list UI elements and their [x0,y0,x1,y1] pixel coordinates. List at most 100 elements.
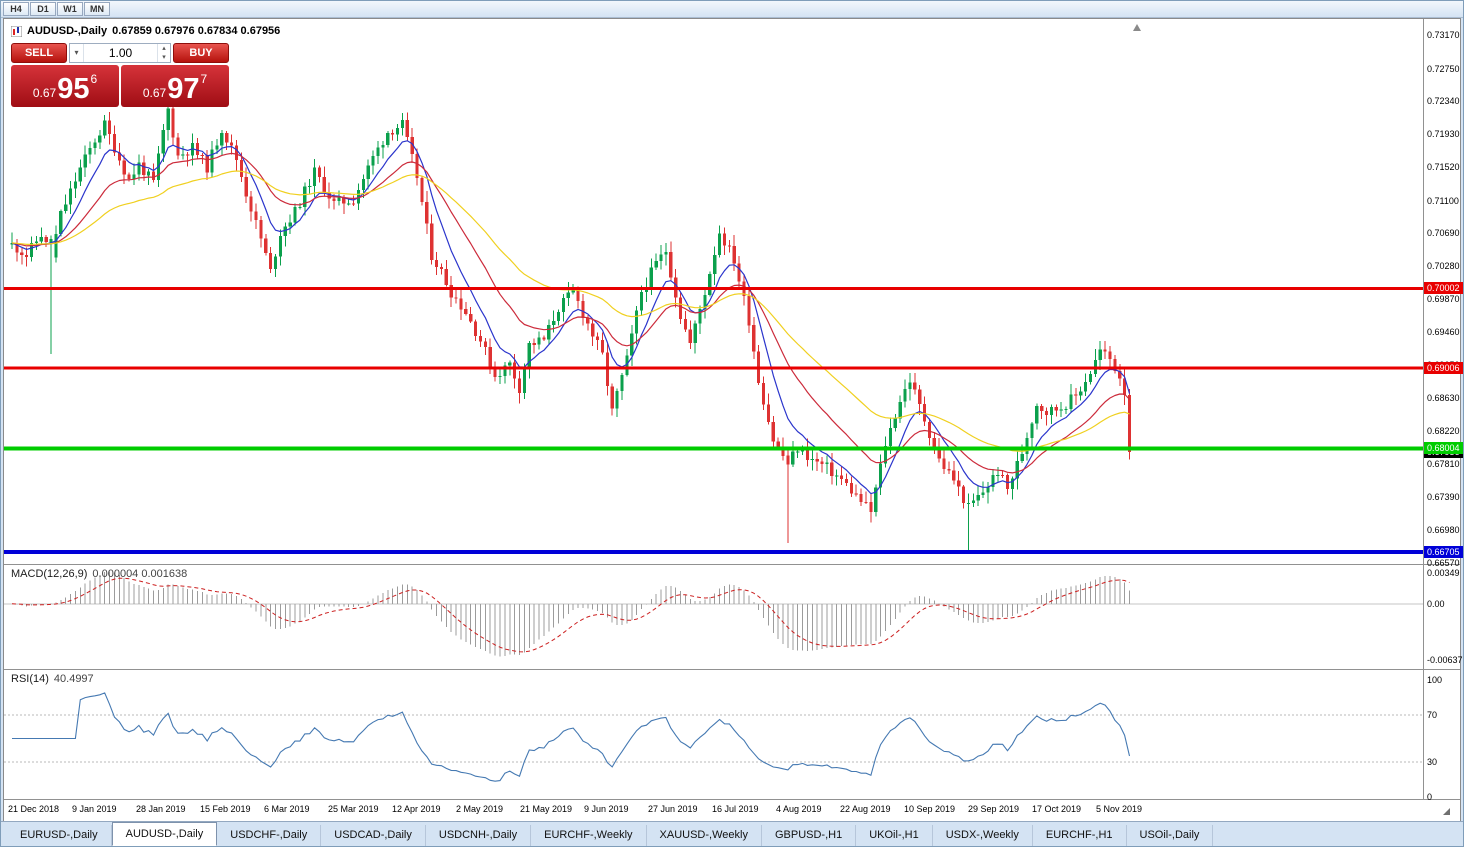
price-tick: 0.72750 [1427,63,1460,74]
price-pane[interactable]: AUDUSD-,Daily 0.67859 0.67976 0.67834 0.… [4,19,1460,564]
chart-title: AUDUSD-,Daily [27,25,108,37]
sell-button[interactable]: SELL [11,43,67,63]
chart-tab-10[interactable]: EURCHF-,H1 [1033,825,1127,846]
chart-tab-2[interactable]: USDCHF-,Daily [217,825,322,846]
price-tick: 0.69870 [1427,294,1460,304]
timeframe-button-mn[interactable]: MN [84,2,110,16]
date-label: 10 Sep 2019 [904,804,956,814]
chart-tab-4[interactable]: USDCNH-,Daily [426,825,532,846]
timeframe-toolbar: H4 D1 W1 MN [1,1,1463,18]
price-tick: 0.71930 [1427,129,1460,140]
resize-grip-icon[interactable] [1443,808,1450,815]
date-label: 6 Mar 2019 [264,804,310,814]
macd-tick: 0.00349 [1427,568,1460,578]
chart-tab-1[interactable]: AUDUSD-,Daily [111,822,218,846]
pane-divider [4,799,1460,800]
date-label: 28 Jan 2019 [136,804,186,814]
rsi-chart[interactable] [4,670,1423,799]
chart-tab-11[interactable]: USOil-,Daily [1127,825,1214,846]
chart-tab-6[interactable]: XAUUSD-,Weekly [647,825,762,846]
rsi-label: RSI(14) [11,673,49,685]
date-label: 21 May 2019 [520,804,573,814]
bid-big-digits: 95 [57,73,90,105]
date-label: 27 Jun 2019 [648,804,698,814]
date-label: 12 Apr 2019 [392,804,441,814]
date-label: 22 Aug 2019 [840,804,891,814]
price-tick: 0.71100 [1427,195,1459,206]
date-label: 2 May 2019 [456,804,504,814]
price-tick: 0.68220 [1427,426,1460,436]
date-label: 15 Feb 2019 [200,804,251,814]
bid-prefix: 0.67 [32,86,57,100]
price-tick: 0.73170 [1427,30,1460,40]
date-label: 4 Aug 2019 [776,804,822,814]
chart-ohlc: 0.67859 0.67976 0.67834 0.67956 [112,25,281,37]
price-tick: 0.71520 [1427,162,1460,172]
macd-pane[interactable]: MACD(12,26,9) 0.000004 0.001638 [4,565,1460,669]
macd-values: 0.000004 0.001638 [92,568,188,580]
price-tiles-row: 0.67 95 6 0.67 97 7 [11,65,229,107]
price-tick: 0.66570 [1427,558,1460,568]
rsi-pane[interactable]: RSI(14) 40.4997 [4,670,1460,799]
price-tick: 0.66980 [1427,525,1460,536]
chart-tab-5[interactable]: EURCHF-,Weekly [531,825,647,846]
chart-tab-0[interactable]: EURUSD-,Daily [7,825,112,846]
rsi-tick: 0 [1427,792,1433,802]
rsi-label-row: RSI(14) 40.4997 [11,673,94,685]
date-label: 17 Oct 2019 [1032,804,1082,814]
macd-chart[interactable] [4,565,1423,669]
chart-tab-7[interactable]: GBPUSD-,H1 [762,825,857,846]
macd-tick: 0.00 [1427,598,1445,609]
date-label: 25 Mar 2019 [328,804,379,814]
ask-pip-digit: 7 [200,72,208,86]
chart-tab-8[interactable]: UKOil-,H1 [856,825,933,846]
volume-dropdown-icon[interactable]: ▾ [70,44,84,62]
price-axis: 0.73170 0.72750 0.72340 0.71930 0.71520 0.711… [1424,19,1463,824]
date-axis: 21 Dec 2018 9 Jan 2019 28 Jan 2019 15 Feb 2… [4,800,1460,824]
date-label: 21 Dec 2018 [8,804,60,814]
hline-price-badge: 0.70002 [1424,282,1463,295]
buy-button[interactable]: BUY [173,43,229,63]
bid-pip-digit: 6 [90,72,98,86]
rsi-value: 40.4997 [53,673,94,685]
rsi-tick: 30 [1427,756,1438,767]
axis-separator [1423,19,1424,800]
timeframe-button-w1[interactable]: W1 [57,2,83,16]
hline-price-badge: 0.69006 [1424,362,1463,375]
chart-window: AUDUSD-,Daily 0.67859 0.67976 0.67834 0.… [3,18,1463,824]
timeframe-button-d1[interactable]: D1 [30,2,56,16]
date-label: 29 Sep 2019 [968,804,1020,814]
date-label: 9 Jan 2019 [72,804,117,814]
ask-prefix: 0.67 [142,86,167,100]
macd-tick: -0.00637 [1427,655,1463,665]
rsi-tick: 100 [1427,675,1443,685]
macd-label-row: MACD(12,26,9) 0.000004 0.001638 [11,568,187,580]
one-click-trading-panel: SELL ▾ 1.00 ▴ ▾ BUY 0.67 95 6 0.67 [11,43,229,107]
spin-up-icon[interactable]: ▴ [162,45,166,52]
bid-price-tile[interactable]: 0.67 95 6 [11,65,119,107]
chart-tab-bar: EURUSD-,Daily AUDUSD-,Daily USDCHF-,Daily U… [1,821,1463,846]
price-tick: 0.69460 [1427,326,1460,337]
pane-divider[interactable] [4,669,1460,670]
price-tick: 0.67810 [1427,458,1460,469]
volume-spinner[interactable]: ▴ ▾ [157,44,170,62]
volume-input[interactable]: ▾ 1.00 ▴ ▾ [69,43,171,63]
candlestick-chart[interactable] [4,19,1423,564]
chart-header: AUDUSD-,Daily 0.67859 0.67976 0.67834 0.… [11,25,280,37]
volume-value[interactable]: 1.00 [108,46,133,60]
ask-price-tile[interactable]: 0.67 97 7 [121,65,229,107]
timeframe-button-h4[interactable]: H4 [3,2,29,16]
order-controls-row: SELL ▾ 1.00 ▴ ▾ BUY [11,43,229,63]
pane-divider[interactable] [4,564,1460,565]
price-tick: 0.70690 [1427,228,1460,239]
macd-label: MACD(12,26,9) [11,568,88,580]
price-tick: 0.72340 [1427,96,1460,107]
hline-price-badge: 0.66705 [1424,546,1463,559]
chart-icon [11,25,22,37]
ask-big-digits: 97 [167,73,200,105]
spin-down-icon[interactable]: ▾ [162,54,166,61]
chart-tab-9[interactable]: USDX-,Weekly [933,825,1033,846]
date-label: 9 Jun 2019 [584,804,629,814]
chart-tab-3[interactable]: USDCAD-,Daily [321,825,426,846]
